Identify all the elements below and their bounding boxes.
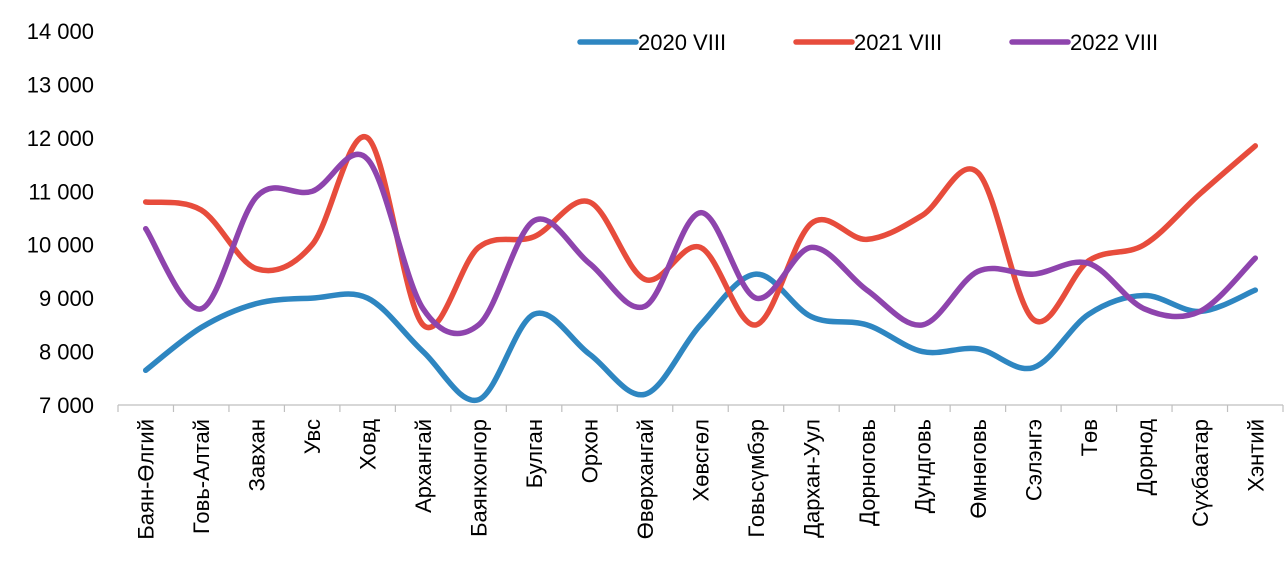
y-axis: 7 000 8 000 9 000 10 000 11 000 12 000 13 000 1… <box>27 19 94 418</box>
x-tick-label: Говьсүмбэр <box>744 419 769 538</box>
y-tick-label: 8 000 <box>39 340 94 365</box>
x-tick-label: Баянхонгор <box>467 419 492 537</box>
legend-label-2: 2022 VIII <box>1070 30 1158 55</box>
series-line-0 <box>146 274 1256 400</box>
y-tick-label: 10 000 <box>27 233 94 258</box>
series-layer <box>146 137 1256 401</box>
x-tick-label: Баян-Өлгий <box>134 419 159 540</box>
y-tick-label: 7 000 <box>39 393 94 418</box>
x-tick-label: Дорнод <box>1132 419 1157 496</box>
x-tick-label: Завхан <box>245 419 270 491</box>
y-tick-label: 9 000 <box>39 286 94 311</box>
y-tick-label: 11 000 <box>28 179 94 204</box>
y-tick-label: 12 000 <box>27 126 94 151</box>
x-tick-label: Сүхбаатар <box>1188 419 1213 527</box>
x-tick-label: Орхон <box>578 419 603 483</box>
x-tick-label: Хөвсгөл <box>689 419 714 501</box>
x-tick-label: Дархан-Уул <box>799 419 824 538</box>
x-tick-label: Говь-Алтай <box>189 419 214 534</box>
x-tick-label: Булган <box>522 419 547 488</box>
x-tick-label: Дундговь <box>910 419 935 513</box>
x-tick-label: Дорноговь <box>855 419 880 526</box>
y-tick-label: 14 000 <box>27 19 94 44</box>
x-tick-label: Хэнтий <box>1243 419 1268 492</box>
x-tick-label: Өмнөговь <box>966 419 991 519</box>
legend-label-0: 2020 VIII <box>638 30 726 55</box>
x-tick-label: Архангай <box>411 419 436 513</box>
legend-label-1: 2021 VIII <box>854 30 942 55</box>
y-tick-label: 13 000 <box>27 72 94 97</box>
x-axis: Баян-Өлгий Говь-Алтай Завхан Увс Ховд Арханга… <box>118 405 1283 540</box>
x-tick-label: Увс <box>300 419 325 454</box>
x-tick-label: Өвөрхангай <box>633 419 658 539</box>
x-tick-label: Ховд <box>356 419 381 470</box>
x-tick-label: Төв <box>1077 419 1102 456</box>
x-tick-label: Сэлэнгэ <box>1021 419 1046 501</box>
legend: 2020 VIII 2021 VIII 2022 VIII <box>580 30 1158 55</box>
